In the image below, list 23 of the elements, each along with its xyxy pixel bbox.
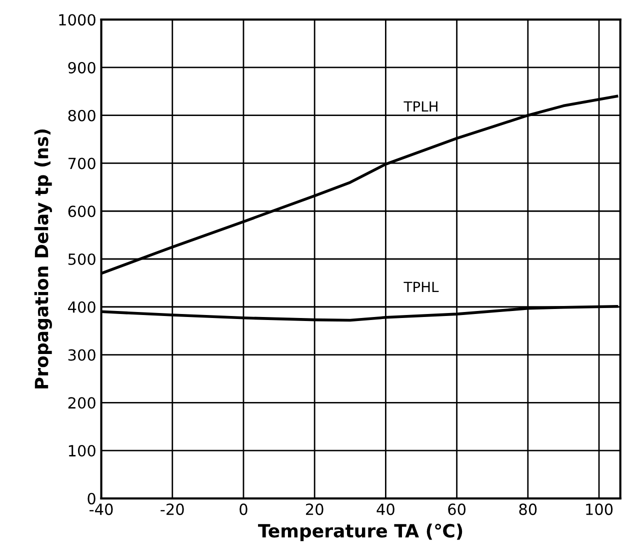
- x-tick-label: 100: [586, 504, 613, 516]
- y-tick-label: 600: [68, 206, 96, 218]
- y-tick-label: 300: [68, 349, 96, 361]
- x-axis-title: Temperature TA (℃): [258, 524, 462, 542]
- text: TPLH: [404, 101, 438, 112]
- series-label: TPHL: [404, 282, 439, 292]
- x-tick-label: -20: [160, 504, 184, 516]
- y-tick-label: 1000: [59, 14, 96, 26]
- y-tick-label: 500: [68, 253, 96, 266]
- x-tick-label: -40: [90, 504, 113, 516]
- x-tick-label: 20: [306, 504, 324, 516]
- x-tick-label: 60: [448, 504, 466, 516]
- y-tick-label: 400: [68, 301, 96, 313]
- y-tick-label: 800: [68, 110, 96, 122]
- x-tick-label: 0: [240, 504, 248, 516]
- y-tick-label: 100: [68, 444, 96, 457]
- y-tick-label: 700: [68, 158, 96, 170]
- x-tick-label: 40: [376, 504, 394, 516]
- x-tick-label: 80: [519, 504, 537, 516]
- y-tick-label: 200: [68, 397, 96, 409]
- y-tick-label: 900: [68, 62, 96, 74]
- y-tick-label: 0: [88, 492, 96, 504]
- y-axis-title: Propagation Delay tp (ns): [34, 129, 52, 388]
